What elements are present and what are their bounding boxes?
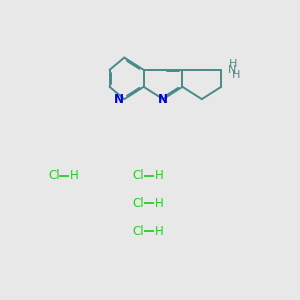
Text: Cl: Cl <box>48 169 60 182</box>
Text: Cl: Cl <box>133 169 145 182</box>
Text: H: H <box>154 169 163 182</box>
Text: H: H <box>70 169 78 182</box>
Text: H: H <box>232 70 241 80</box>
Text: H: H <box>154 225 163 238</box>
Text: N: N <box>158 93 168 106</box>
Text: N: N <box>228 65 236 75</box>
Text: H: H <box>228 59 237 69</box>
Text: N: N <box>114 93 124 106</box>
Text: Cl: Cl <box>133 197 145 210</box>
Text: Cl: Cl <box>133 225 145 238</box>
Text: H: H <box>154 197 163 210</box>
